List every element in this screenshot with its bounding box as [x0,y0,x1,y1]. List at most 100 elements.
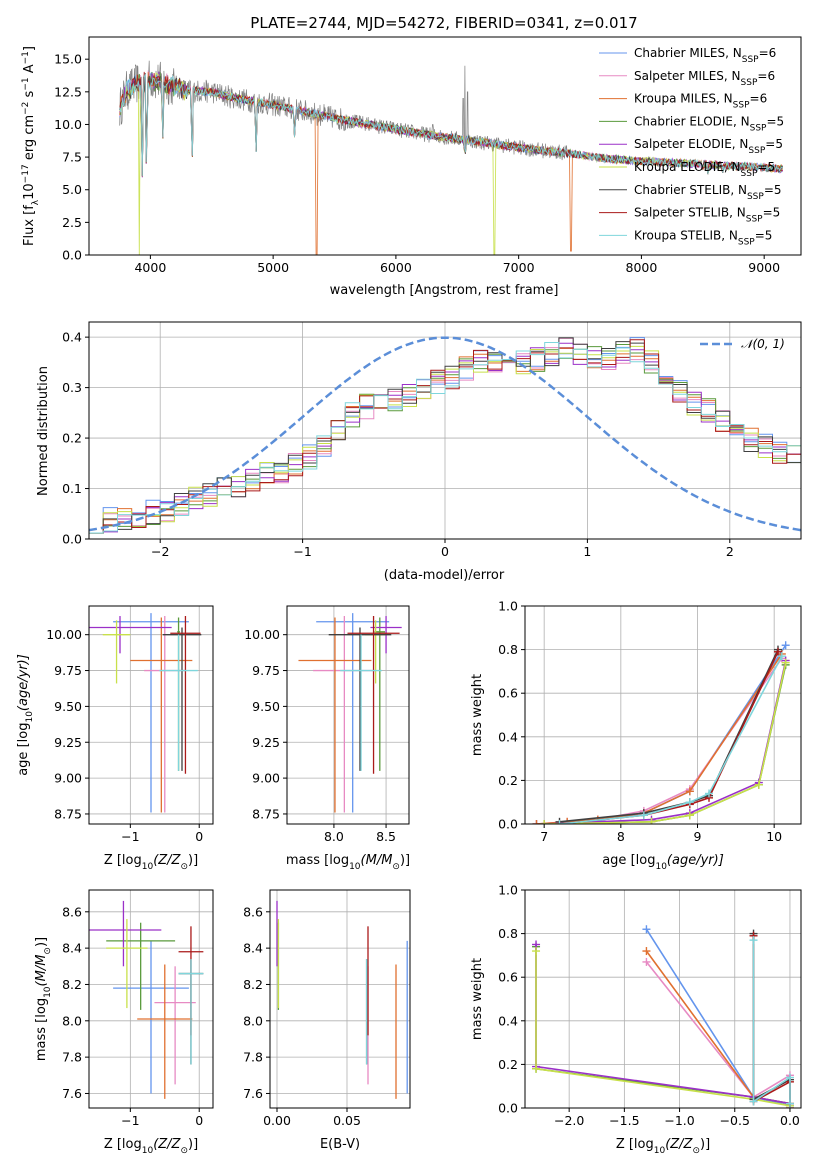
errorbars [298,613,402,813]
histogram-series [89,342,801,534]
x-tick-label: 8.0 [324,829,344,844]
legend-entry-part: Kroupa ELODIE, N [634,160,741,174]
y-axis-label-part: mass [log [34,998,49,1061]
legend-entry-part: =5 [763,206,781,220]
age-vs-mass-panel: 8.0 8.5 8.75 9.00 9.25 9.50 9.75 10.00 mass [log… [244,605,410,872]
y-tick-label: 8.4 [62,941,82,956]
axes-frame [286,605,410,825]
weight-series [535,951,791,1107]
x-axis-label-part: (M/M [361,853,393,868]
mass-vs-ebv-panel: 0.00 0.05 7.6 7.8 8.0 8.2 8.4 8.6 E(B-V) [243,889,411,1152]
errorbar-point [106,919,148,1009]
histogram-series [89,347,801,534]
plus-marker [685,811,694,820]
plus-marker [781,641,790,650]
y-axis-label-part: s [22,90,37,101]
x-tick-label: 1 [583,544,591,559]
weight-series [544,660,787,824]
x-tick-label: 8.5 [376,829,396,844]
x-axis-label-part: )] [188,853,198,868]
x-axis-label: E(B-V) [320,1137,360,1152]
plus-marker [705,789,713,798]
x-axis-label-part: )] [188,1137,198,1152]
y-tick-label: 9.75 [54,663,82,678]
x-axis-label-part: 10 [654,1146,666,1156]
x-axis-label-part: ⊙ [180,1146,188,1156]
grid-lines [89,322,801,540]
y-axis-label-part: −1 [21,51,31,64]
legend-entry-part: Chabrier MILES, N [634,46,742,60]
errorbar-point [374,617,386,771]
plus-marker [749,936,758,945]
x-tick-label: 8000 [626,260,658,275]
y-tick-label: 1.0 [498,883,518,898]
x-axis-label-part: (age/yr)] [667,853,724,868]
errorbar-point [365,620,387,684]
legend-entry-part: Chabrier ELODIE, N [634,114,750,128]
x-axis-label-part: Z [log [104,853,142,868]
plus-marker [532,820,541,824]
errorbars [89,900,204,1099]
plus-marker [749,1097,758,1106]
x-tick-label: 7 [540,829,548,844]
y-tick-label: 9.25 [252,735,280,750]
y-axis-label-part: age [log [16,723,31,776]
legend-entry: Chabrier STELIB, NSSP=5 [634,183,782,202]
x-axis-label-part: )] [400,853,410,868]
x-axis-label-part: age [log [602,853,655,868]
x-tick-label: −1 [293,544,311,559]
y-tick-label: 8.2 [243,977,263,992]
y-tick-label: 8.6 [62,904,82,919]
x-axis-label-part: 10 [349,862,361,872]
grid-lines [287,606,409,824]
y-axis-label: mass weight [470,674,485,756]
legend-entry-part: Salpeter MILES, N [634,69,741,83]
y-tick-label: 0.4 [498,1013,518,1028]
y-axis-label-part: ] [22,46,37,51]
plus-marker [540,820,549,824]
y-tick-label: 8.0 [243,1013,263,1028]
plus-marker [785,1099,794,1108]
legend-entry: Kroupa ELODIE, NSSP=5 [634,160,775,179]
y-tick-label: 0.0 [62,248,82,263]
plus-marker [642,947,651,956]
spectrum-lines [119,60,784,255]
legend-entry: Chabrier ELODIE, NSSP=5 [634,114,784,133]
legend-entry-part: =6 [757,69,775,83]
y-axis-label-part: −1 [21,77,31,90]
errorbar-point [154,966,196,1085]
y-tick-label: 15.0 [54,52,82,67]
y-tick-label: 9.25 [54,735,82,750]
legend-entry-part: Chabrier STELIB, N [634,183,747,197]
y-tick-label: 8.4 [243,941,263,956]
y-tick-label: 8.75 [252,806,280,821]
plus-marker [642,925,651,934]
weight-series [645,928,791,1108]
x-tick-label: 5000 [257,260,289,275]
errorbar-point [113,940,189,1094]
legend-entry-part: =5 [765,137,783,151]
x-axis-label-part: Z [log [104,1137,142,1152]
y-tick-label: 0.8 [498,926,518,941]
x-tick-label: −1.0 [664,1113,694,1128]
y-axis-label-part: −2 [21,102,31,115]
errorbar-point [313,616,376,813]
legend-entry-part: Salpeter ELODIE, N [634,137,748,151]
y-tick-label: 0.2 [498,1057,518,1072]
plus-marker [639,811,648,820]
legend-entry-part: Salpeter STELIB, N [634,206,746,220]
x-axis-label-part: 10 [655,862,667,872]
axes-frame [524,889,802,1109]
x-axis-label-part: (Z/Z [153,853,181,868]
y-tick-label: 0.2 [498,773,518,788]
legend-entry-part: SSP [747,192,764,202]
y-tick-label: 0.1 [62,481,82,496]
legend-entry-part: Kroupa STELIB, N [634,228,738,242]
histogram-series [89,337,801,534]
x-tick-label: 7000 [503,260,535,275]
weight-series [752,940,791,1104]
y-tick-label: 7.8 [62,1050,82,1065]
plus-marker [781,658,790,667]
y-tick-label: 9.00 [252,771,280,786]
weight-series [535,944,791,1105]
